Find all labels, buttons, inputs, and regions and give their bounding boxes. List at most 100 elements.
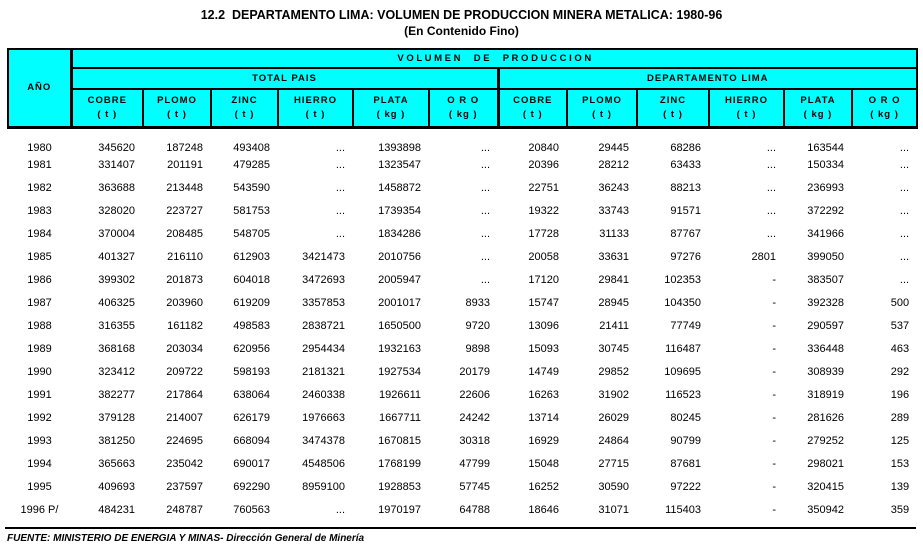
- value-cell: 19322: [528, 205, 559, 217]
- value-cell: 484231: [98, 504, 135, 516]
- column-unit: ( kg ): [803, 109, 833, 121]
- value-cell: 153: [890, 458, 910, 470]
- value-cell: 1932163: [378, 343, 421, 355]
- value-cell: 2801: [751, 251, 776, 263]
- value-cell: -: [772, 274, 776, 286]
- value-cell: 2010756: [378, 251, 421, 263]
- value-cell: 638064: [233, 389, 270, 401]
- column-label: PLOMO: [582, 95, 622, 107]
- year-cell: 1988: [27, 320, 52, 332]
- value-cell: 331407: [98, 159, 135, 171]
- value-cell: 365663: [98, 458, 135, 470]
- value-cell: 626179: [233, 412, 270, 424]
- value-cell: 1458872: [378, 182, 421, 194]
- value-cell: 28945: [598, 297, 629, 309]
- table-row: 1985 401327 216110 612903 3421473 2010756... 2…: [8, 246, 917, 269]
- value-cell: 20179: [459, 366, 490, 378]
- value-cell: 318919: [807, 389, 844, 401]
- value-cell: 598193: [233, 366, 270, 378]
- value-cell: 16252: [528, 481, 559, 493]
- column-unit: ( t ): [167, 109, 187, 121]
- value-cell: 2005947: [378, 274, 421, 286]
- value-cell: 409693: [98, 481, 135, 493]
- value-cell: 16263: [528, 389, 559, 401]
- column-unit: ( t ): [97, 109, 118, 121]
- value-cell: 29852: [598, 366, 629, 378]
- value-cell: 20058: [528, 251, 559, 263]
- value-cell: 290597: [807, 320, 844, 332]
- value-cell: 493408: [233, 141, 270, 154]
- value-cell: 1768199: [378, 458, 421, 470]
- footer-divider: [5, 526, 916, 529]
- value-cell: 14749: [528, 366, 559, 378]
- value-cell: 370004: [98, 228, 135, 240]
- value-cell: -: [772, 343, 776, 355]
- year-cell: 1980: [27, 141, 52, 154]
- value-cell: 28212: [598, 159, 629, 171]
- value-cell: 80245: [670, 412, 701, 424]
- value-cell: 236993: [807, 182, 844, 194]
- column-unit: ( kg ): [448, 109, 478, 121]
- value-cell: 63433: [670, 159, 701, 171]
- table-row: 1981 331407 201191 479285... 1323547... 20396…: [8, 154, 917, 177]
- page-title: 12.2 DEPARTAMENTO LIMA: VOLUMEN DE PRODU…: [200, 8, 723, 22]
- value-cell: 690017: [233, 458, 270, 470]
- production-table: AÑO V O L U M E N D E P R O D U C C I O …: [7, 48, 919, 522]
- column-unit: ( kg ): [870, 109, 899, 121]
- table-row: 1982 363688 213448 543590... 1458872... 22751…: [8, 177, 917, 200]
- column-label: O R O: [447, 95, 480, 107]
- value-cell: 91571: [670, 205, 701, 217]
- year-cell: 1989: [27, 343, 52, 355]
- column-label: PLATA: [800, 95, 836, 107]
- value-cell: 1834286: [378, 228, 421, 240]
- value-cell: 548705: [233, 228, 270, 240]
- value-cell: -: [772, 366, 776, 378]
- value-cell: -: [772, 481, 776, 493]
- value-cell: 22751: [528, 182, 559, 194]
- column-label: HIERRO: [725, 95, 768, 107]
- value-cell: 24864: [598, 435, 629, 447]
- value-cell: 216110: [167, 251, 203, 263]
- value-cell: 328020: [98, 205, 135, 217]
- value-cell: 359: [890, 504, 910, 516]
- value-cell: 15093: [528, 343, 559, 355]
- value-cell: 760563: [233, 504, 270, 516]
- value-cell: 87767: [670, 228, 701, 240]
- value-cell: 1650500: [378, 320, 421, 332]
- value-cell: ...: [480, 159, 490, 171]
- value-cell: 116523: [665, 389, 701, 401]
- value-cell: 29841: [598, 274, 629, 286]
- value-cell: ...: [335, 228, 345, 240]
- value-cell: ...: [335, 141, 345, 154]
- value-cell: ...: [480, 274, 490, 286]
- value-cell: 125: [890, 435, 910, 447]
- value-cell: ...: [899, 274, 910, 286]
- value-cell: ...: [899, 159, 910, 171]
- value-cell: 68286: [670, 141, 701, 154]
- value-cell: 116487: [665, 343, 701, 355]
- value-cell: 308939: [807, 366, 844, 378]
- value-cell: 224695: [166, 435, 203, 447]
- value-cell: 692290: [233, 481, 270, 493]
- year-cell: 1993: [27, 435, 52, 447]
- value-cell: -: [772, 320, 776, 332]
- value-cell: 620956: [233, 343, 270, 355]
- value-cell: 21411: [599, 320, 629, 332]
- table-header: AÑO V O L U M E N D E P R O D U C C I O …: [7, 48, 919, 129]
- value-cell: 24242: [459, 412, 490, 424]
- value-cell: 104350: [664, 297, 701, 309]
- year-cell: 1995: [27, 481, 52, 493]
- value-cell: 401327: [98, 251, 135, 263]
- value-cell: ...: [335, 159, 345, 171]
- value-cell: 612903: [233, 251, 270, 263]
- value-cell: 217864: [166, 389, 203, 401]
- value-cell: ...: [480, 141, 490, 154]
- value-cell: 235042: [166, 458, 203, 470]
- value-cell: ...: [335, 205, 345, 217]
- value-cell: 8959100: [302, 481, 345, 493]
- value-cell: 203034: [166, 343, 203, 355]
- table-row: 1989 368168 203034 620956 2954434 1932163 9898…: [8, 338, 917, 361]
- header-row-groups: TOTAL PAIS DEPARTAMENTO LIMA: [8, 68, 919, 90]
- year-cell: 1982: [27, 182, 52, 194]
- value-cell: 109695: [664, 366, 701, 378]
